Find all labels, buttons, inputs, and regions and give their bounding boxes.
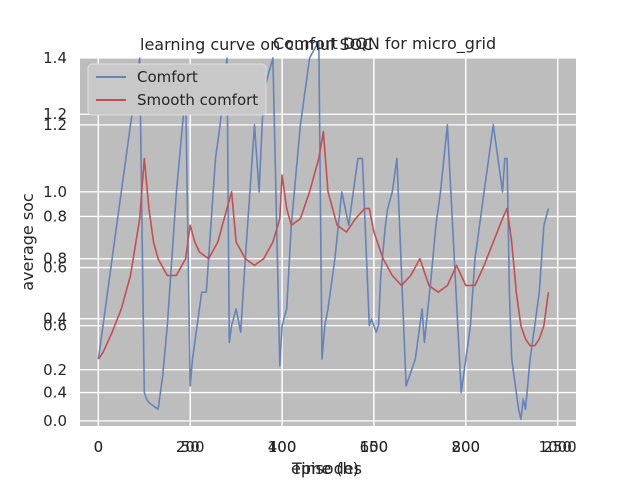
y-tick-label: 0.2 [43, 361, 67, 379]
y-tick-label: 1.2 [43, 116, 67, 134]
y-tick-label: 0.8 [43, 250, 67, 268]
y-tick-label: 0.0 [43, 412, 67, 430]
x-axis-label-time: Time (h) [291, 459, 359, 478]
series-line-comfort [97, 40, 550, 421]
x-tick-label: 100 [268, 438, 297, 456]
chart-title-overlay: learning curve on cumul SOC [140, 35, 373, 54]
x-tick-label: 200 [176, 438, 205, 456]
legend-box [87, 63, 267, 116]
y-tick-label: 0.6 [43, 317, 67, 335]
x-axis-label-episodes: episodes [291, 459, 362, 478]
y-tick-label: 1.4 [43, 49, 67, 67]
y-tick-label: 0.8 [43, 207, 67, 225]
legend-label-smooth: Smooth comfort [137, 91, 258, 109]
y-tick-label: 0.4 [43, 310, 67, 328]
y-tick-label: 1.0 [43, 183, 67, 201]
y-tick-label: 0.6 [43, 259, 67, 277]
x-tick-label: 0 [94, 438, 104, 456]
y-tick-label: 0.4 [43, 384, 67, 402]
chart-title: Comfort DQN for micro_grid [273, 34, 496, 54]
x-tick-label: 50 [181, 438, 200, 456]
y-axis-label: average soc [18, 193, 37, 291]
x-tick-label: 0 [94, 438, 104, 456]
x-tick-label: 600 [360, 438, 389, 456]
x-tick-label: 150 [360, 438, 389, 456]
x-tick-label: 800 [451, 438, 480, 456]
legend-label-comfort: Comfort [137, 68, 198, 86]
series-line-smooth-comfort [97, 130, 550, 360]
x-tick-label: 250 [543, 438, 572, 456]
legend: Comfort Smooth comfort [87, 63, 267, 116]
x-tick-label: 200 [451, 438, 480, 456]
x-tick-label: 1000 [539, 438, 577, 456]
y-tick-label: 1.2 [43, 105, 67, 123]
x-tick-label: 400 [268, 438, 297, 456]
series-layer [97, 40, 550, 421]
